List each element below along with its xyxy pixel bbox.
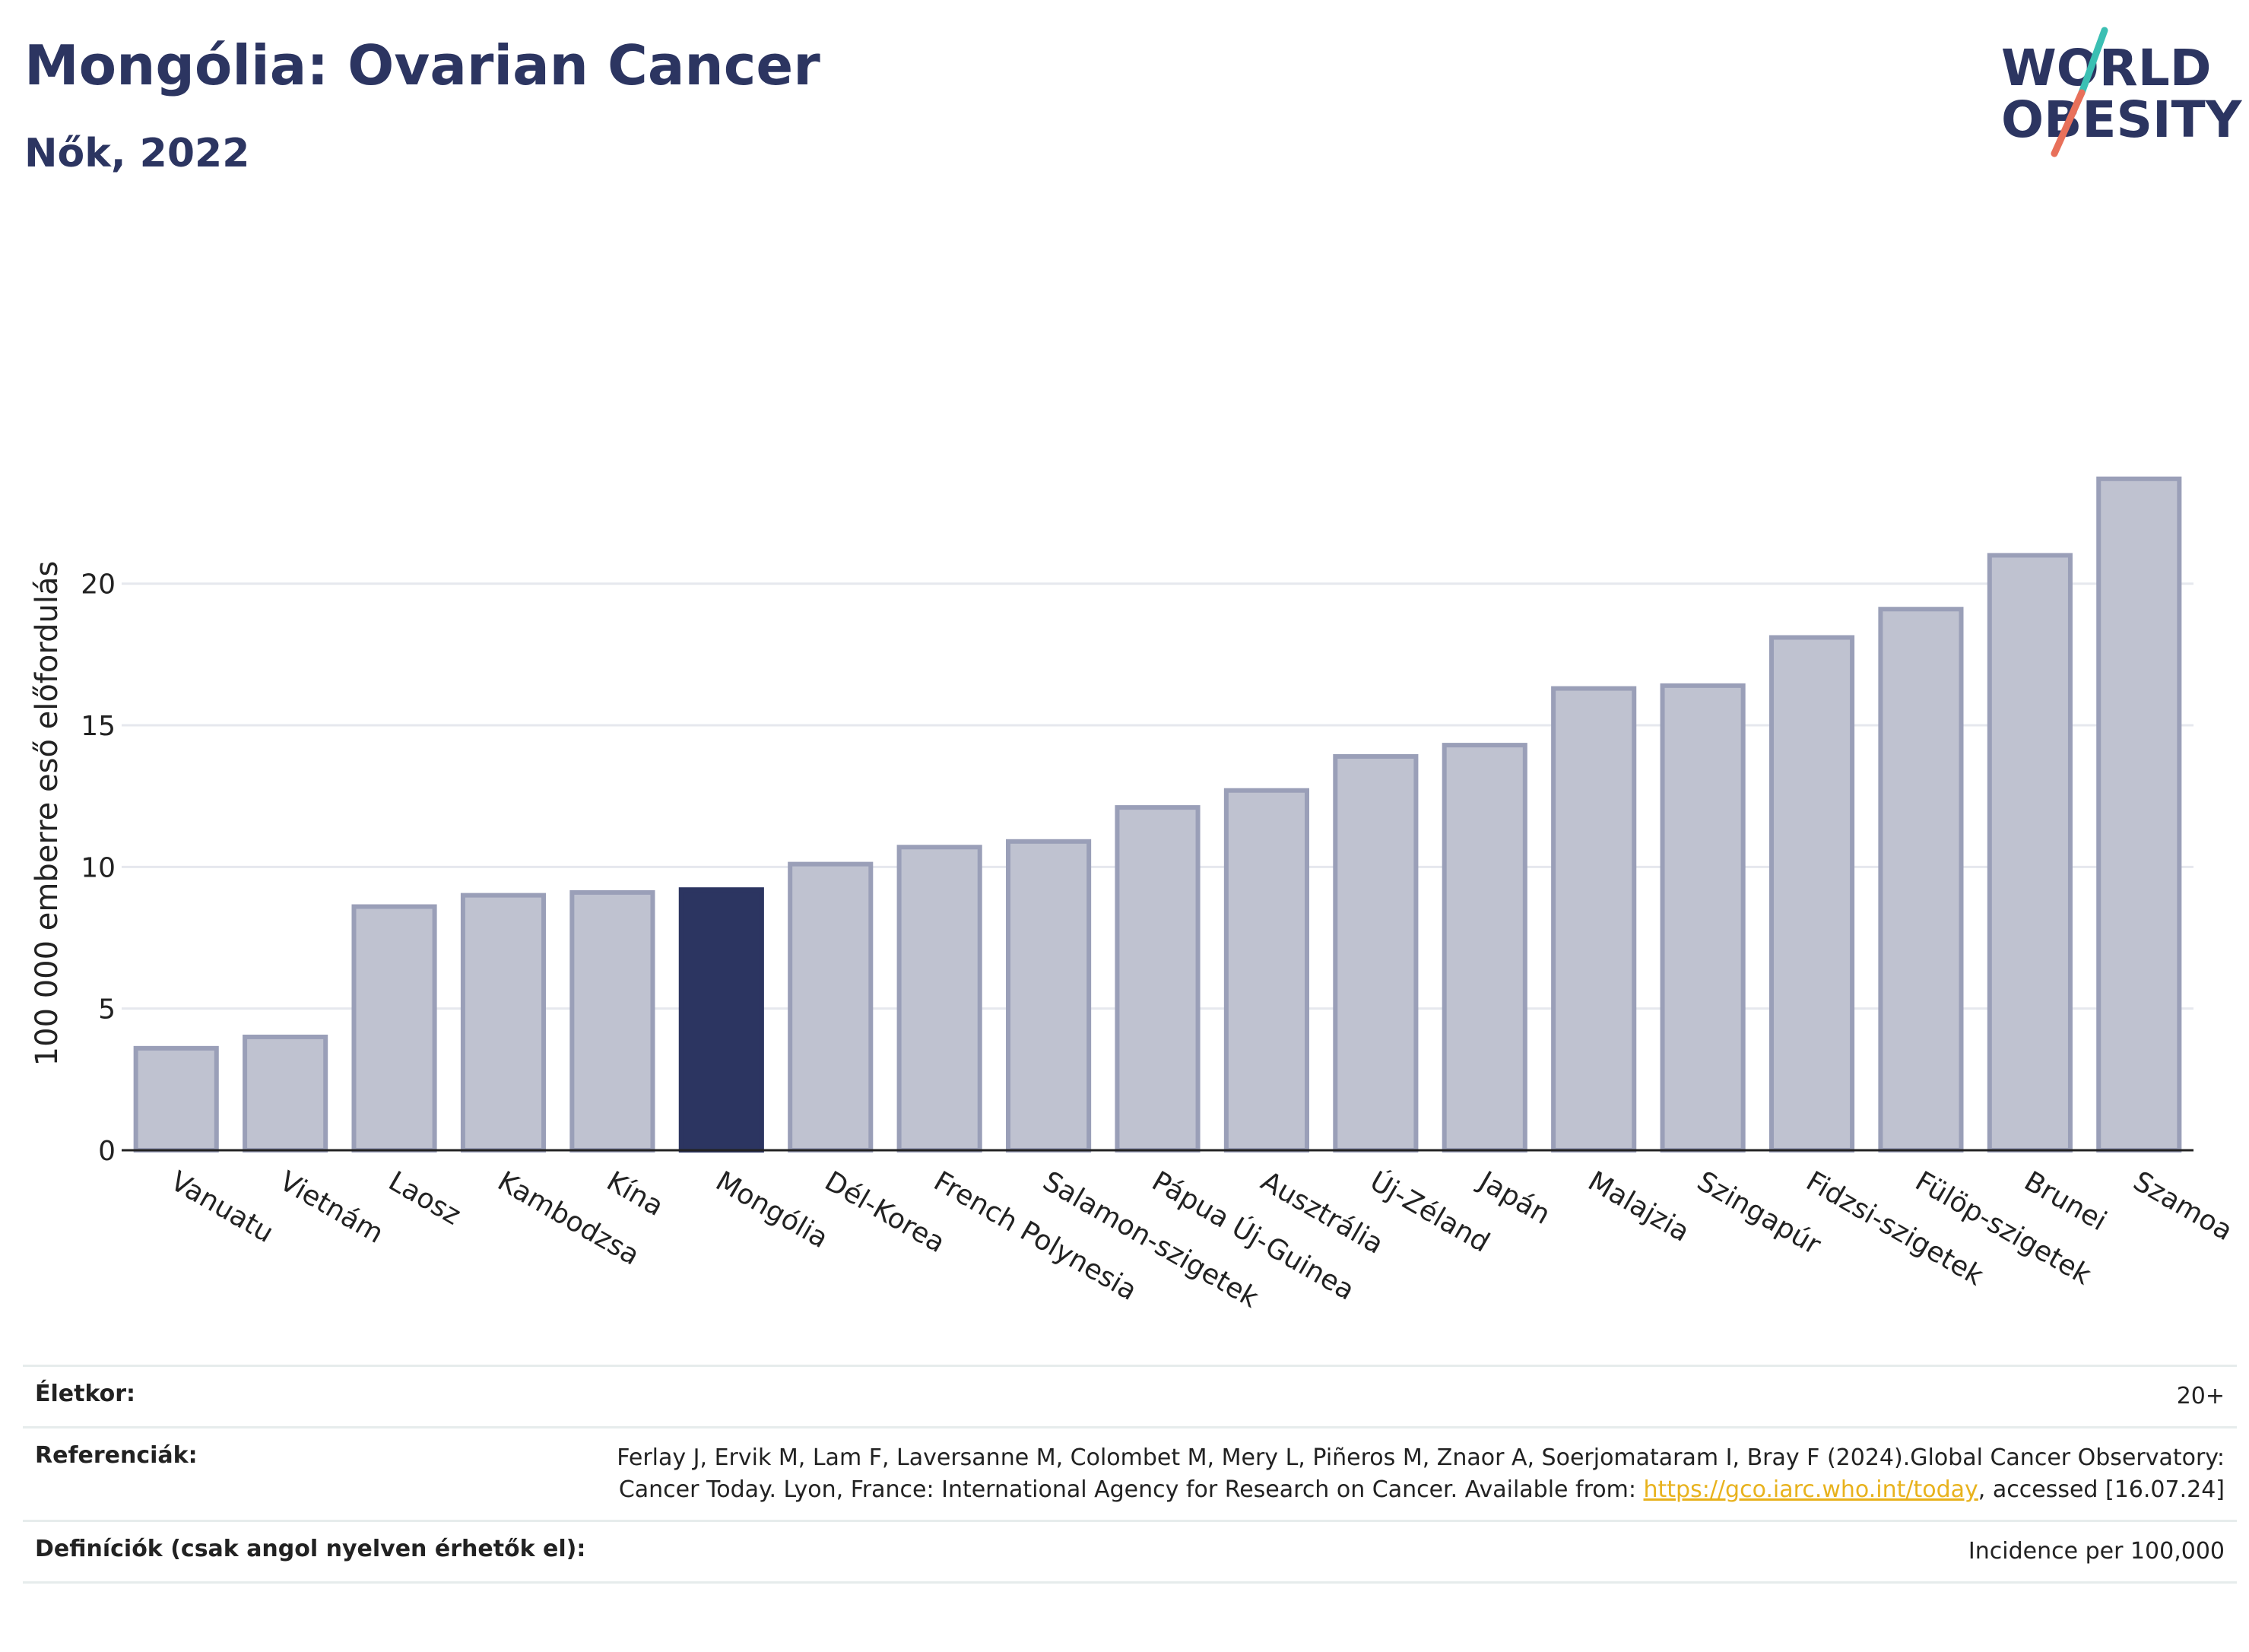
bar-Vietnám	[243, 1034, 328, 1153]
age-label: Életkor:	[35, 1381, 136, 1407]
bar-Fülöp-szigetek	[1878, 607, 1964, 1153]
y-tick-label: 0	[98, 1136, 116, 1167]
bar-Kambodzsa	[460, 893, 547, 1153]
x-tick-label: Szamoa	[2128, 1165, 2238, 1247]
x-tick-label: Vanuatu	[165, 1165, 278, 1249]
age-value: 20+	[2176, 1383, 2225, 1409]
logo-slash-coral	[2051, 89, 2086, 157]
bar-Fidzsi-szigetek	[1768, 635, 1855, 1153]
x-tick-label: Mongólia	[710, 1165, 833, 1254]
y-tick-label: 5	[98, 994, 116, 1026]
definitions-label: Definíciók (csak angol nyelven érhetők e…	[35, 1536, 586, 1562]
info-row-definitions: Definíciók (csak angol nyelven érhetők e…	[23, 1520, 2237, 1584]
y-tick-labels: 0 5 10 15 20	[81, 569, 116, 1167]
bar-Szingapúr	[1660, 683, 1746, 1153]
x-tick-label: Szingapúr	[1692, 1165, 1826, 1261]
x-tick-label: Kína	[601, 1165, 668, 1222]
references-label: Referenciák:	[35, 1442, 198, 1469]
bar-Japán	[1442, 743, 1527, 1153]
y-axis-label: 100 000 emberre eső előfordulás	[30, 561, 65, 1067]
x-tick-label: Japán	[1473, 1165, 1556, 1231]
bar-Kína	[569, 889, 655, 1153]
y-tick-label: 10	[81, 852, 116, 883]
definitions-value: Incidence per 100,000	[1968, 1538, 2225, 1565]
bar-Laosz	[351, 904, 437, 1153]
world-obesity-logo: WORLD OBESITY	[1992, 23, 2243, 160]
references-text: Ferlay J, Ervik M, Lam F, Laversanne M, …	[617, 1444, 2225, 1503]
y-tick-label: 20	[81, 569, 116, 601]
x-tick-label: Új-Zéland	[1365, 1165, 1496, 1258]
chart-title: Mongólia: Ovarian Cancer	[24, 33, 820, 97]
y-tick-label: 15	[81, 711, 116, 742]
logo-line2: OBESITY	[2001, 90, 2243, 149]
info-table: Életkor: 20+ Referenciák: Ferlay J, Ervi…	[23, 1365, 2237, 1584]
x-tick-label: Dél-Korea	[820, 1165, 950, 1259]
bar-French Polynesia	[896, 845, 982, 1153]
info-row-age: Életkor: 20+	[23, 1365, 2237, 1426]
logo-line1: WORLD	[2001, 39, 2212, 97]
bar-Új-Zéland	[1333, 754, 1419, 1153]
x-tick-label: Fidzsi-szigetek	[1801, 1165, 1989, 1292]
x-tick-label: Laosz	[383, 1165, 466, 1231]
references-value: Ferlay J, Ervik M, Lam F, Laversanne M, …	[552, 1442, 2225, 1506]
bar-Pápua Új-Guinea	[1115, 805, 1201, 1153]
x-tick-label: Brunei	[2019, 1165, 2111, 1237]
bar-Malajzia	[1551, 686, 1637, 1153]
references-link[interactable]: https://gco.iarc.who.int/today	[1643, 1476, 1978, 1503]
x-tick-label: Malajzia	[1583, 1165, 1695, 1248]
bar-Salamon-szigetek	[1006, 839, 1092, 1153]
bars	[133, 476, 2182, 1153]
bar-Dél-Korea	[788, 861, 874, 1153]
x-tick-label: Vietnám	[274, 1165, 389, 1250]
bar-Szamoa	[2096, 476, 2182, 1153]
bar-Ausztrália	[1223, 788, 1309, 1153]
references-suffix: , accessed [16.07.24]	[1978, 1476, 2225, 1503]
bar-Brunei	[1987, 553, 2073, 1153]
bar-Mongólia	[678, 887, 764, 1153]
bar-Vanuatu	[133, 1045, 219, 1153]
chart-subtitle: Nők, 2022	[24, 131, 250, 176]
x-tick-label: French Polynesia	[928, 1165, 1142, 1307]
logo-slash-teal	[2078, 27, 2108, 97]
info-row-references: Referenciák: Ferlay J, Ervik M, Lam F, L…	[23, 1426, 2237, 1520]
